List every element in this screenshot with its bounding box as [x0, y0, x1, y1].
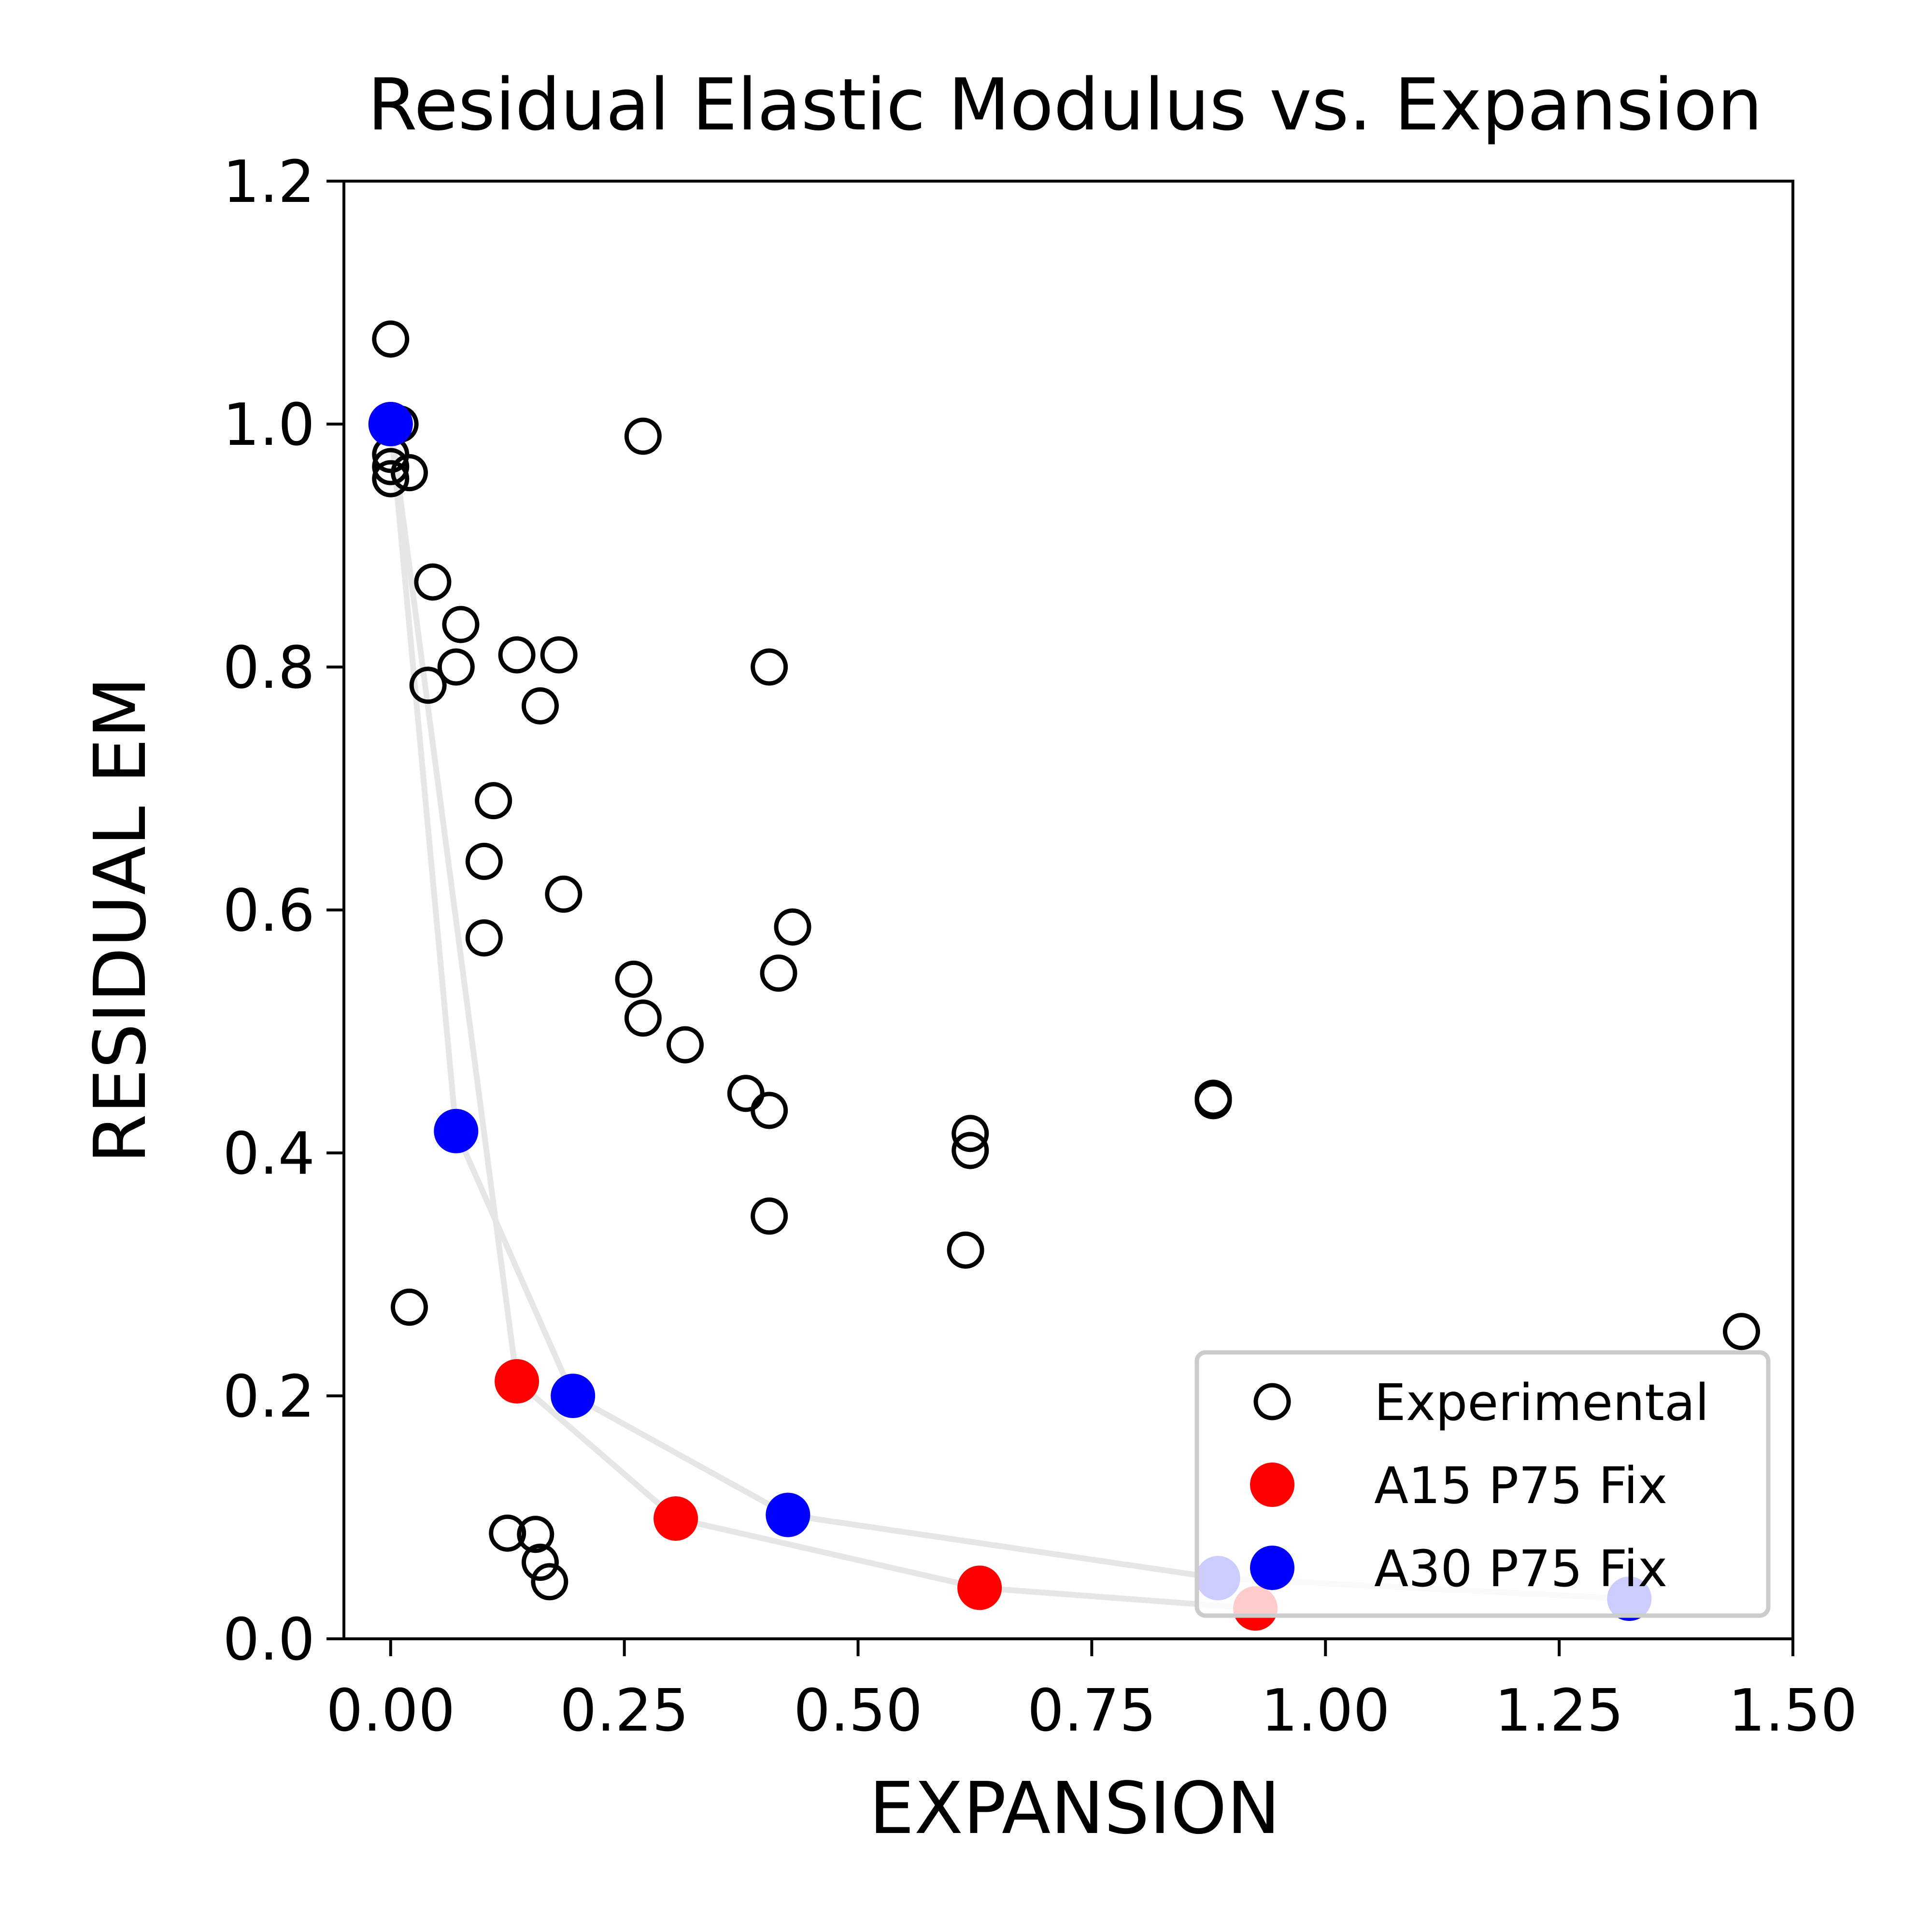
data-point-experimental	[517, 1516, 554, 1553]
legend-label: A30 P75 Fix	[1374, 1539, 1667, 1598]
data-point-series-2	[766, 1492, 810, 1537]
data-point-experimental	[521, 1544, 559, 1581]
data-point-experimental	[498, 636, 536, 674]
data-point-series-2	[551, 1374, 596, 1418]
y-tick-label: 0.8	[223, 635, 315, 702]
axes-layer: 0.00 0.25 0.50 0.75 1.00 1.25 1.50 0.0 0.2 0.4 0.6…	[223, 149, 1857, 1745]
x-tick-label: 1.00	[1261, 1677, 1390, 1745]
x-tick-label: 0.75	[1027, 1677, 1156, 1745]
legend-marker-series-2	[1250, 1546, 1294, 1590]
y-tick-label: 0.0	[223, 1606, 315, 1674]
legend-marker-experimental	[1253, 1383, 1291, 1421]
data-point-series-1	[957, 1565, 1002, 1610]
y-tick-label: 1.2	[223, 149, 315, 216]
data-point-experimental	[521, 687, 559, 724]
data-point-experimental	[952, 1132, 989, 1169]
data-point-experimental	[489, 1514, 526, 1552]
data-point-experimental	[751, 1197, 788, 1235]
data-point-experimental	[774, 908, 811, 946]
x-tick-label: 1.25	[1495, 1677, 1624, 1745]
data-point-experimental	[760, 954, 797, 992]
data-point-series-2	[434, 1108, 479, 1153]
data-point-experimental	[390, 454, 428, 492]
data-point-series-1	[653, 1496, 698, 1541]
legend: Experimental A15 P75 Fix A30 P75 Fix	[1194, 1350, 1771, 1618]
data-point-experimental	[465, 842, 503, 880]
data-point-experimental	[372, 448, 410, 485]
data-point-experimental	[437, 648, 475, 686]
data-point-experimental	[1194, 1082, 1232, 1120]
data-point-experimental	[372, 460, 410, 497]
data-point-experimental	[952, 1115, 989, 1152]
x-tick-label: 0.00	[326, 1677, 455, 1745]
legend-frame	[1194, 1350, 1771, 1618]
legend-label: Experimental	[1374, 1373, 1709, 1432]
y-tick-label: 0.4	[223, 1121, 315, 1188]
legend-label: A15 P75 Fix	[1374, 1456, 1667, 1515]
x-tick-label: 0.25	[560, 1677, 689, 1745]
y-tick-label: 1.0	[223, 392, 315, 459]
data-point-experimental	[475, 782, 512, 820]
data-point-experimental	[545, 875, 582, 913]
data-point-experimental	[624, 999, 662, 1037]
data-point-experimental	[372, 320, 410, 358]
y-tick-label: 0.2	[223, 1364, 315, 1431]
x-tick-label: 1.50	[1728, 1677, 1857, 1745]
data-point-experimental	[615, 960, 653, 998]
data-point-experimental	[414, 563, 452, 601]
chart-title: Residual Elastic Modulus vs. Expansion	[368, 63, 1762, 146]
data-point-experimental	[409, 667, 447, 704]
data-point-experimental	[666, 1026, 704, 1064]
x-tick-label: 0.50	[794, 1677, 923, 1745]
x-axis-label: EXPANSION	[869, 1767, 1280, 1850]
data-point-experimental	[390, 1288, 428, 1326]
y-axis-label: RESIDUAL EM	[79, 677, 162, 1164]
data-point-experimental	[540, 636, 578, 674]
data-point-experimental	[947, 1231, 984, 1269]
data-point-experimental	[1723, 1313, 1761, 1350]
data-point-series-1	[495, 1359, 540, 1404]
data-point-experimental	[751, 648, 788, 686]
data-point-experimental	[751, 1092, 788, 1129]
data-point-experimental	[442, 606, 480, 643]
data-point-experimental	[531, 1563, 568, 1601]
data-point-experimental	[624, 417, 662, 455]
y-tick-label: 0.6	[223, 878, 315, 945]
data-point-experimental	[465, 919, 503, 957]
legend-marker-series-1	[1250, 1463, 1294, 1507]
data-point-series-2	[368, 402, 413, 446]
